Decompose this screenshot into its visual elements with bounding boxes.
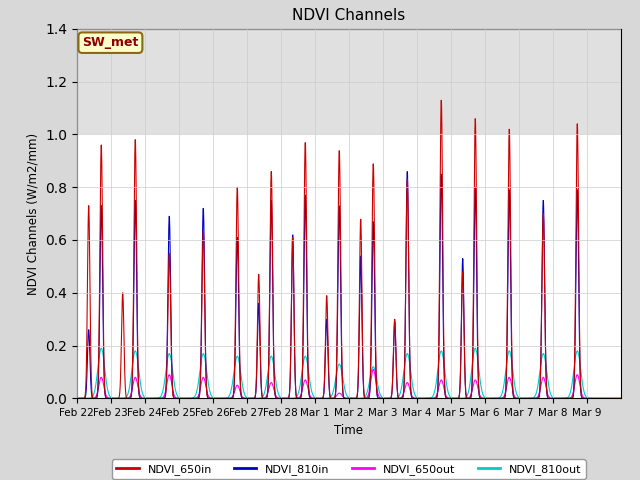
NDVI_810out [617, 396, 625, 401]
NDVI_810out [419, 396, 426, 401]
NDVI_810out [534, 383, 541, 389]
Line: NDVI_810in: NDVI_810in [77, 172, 621, 398]
NDVI_810out [73, 396, 81, 401]
NDVI_650in [501, 393, 509, 398]
NDVI_650out [501, 390, 509, 396]
NDVI_650in [617, 396, 625, 401]
Title: NDVI Channels: NDVI Channels [292, 9, 405, 24]
NDVI_810in [419, 396, 426, 401]
NDVI_650out [534, 394, 541, 399]
X-axis label: Time: Time [334, 424, 364, 437]
NDVI_810out [501, 372, 509, 378]
NDVI_650out [184, 396, 192, 401]
NDVI_650out [73, 396, 81, 401]
NDVI_810out [184, 396, 192, 401]
NDVI_650in [184, 396, 192, 401]
NDVI_650out [369, 367, 377, 372]
NDVI_810in [403, 169, 411, 175]
NDVI_650in [419, 396, 426, 401]
NDVI_810in [467, 395, 474, 401]
NDVI_650in [437, 97, 445, 103]
NDVI_810in [184, 396, 192, 401]
NDVI_810out [97, 346, 105, 351]
NDVI_650in [73, 396, 81, 401]
NDVI_810in [73, 396, 81, 401]
NDVI_810out [611, 396, 619, 401]
Line: NDVI_650out: NDVI_650out [77, 370, 621, 398]
NDVI_650out [617, 396, 625, 401]
NDVI_650out [467, 393, 474, 398]
Line: NDVI_650in: NDVI_650in [77, 100, 621, 398]
NDVI_650out [611, 396, 619, 401]
Y-axis label: NDVI Channels (W/m2/mm): NDVI Channels (W/m2/mm) [26, 132, 40, 295]
NDVI_650in [534, 396, 541, 401]
NDVI_810in [501, 394, 509, 399]
NDVI_810out [467, 377, 474, 383]
NDVI_810in [534, 396, 541, 401]
Line: NDVI_810out: NDVI_810out [77, 348, 621, 398]
Legend: NDVI_650in, NDVI_810in, NDVI_650out, NDVI_810out: NDVI_650in, NDVI_810in, NDVI_650out, NDV… [112, 459, 586, 479]
NDVI_650out [419, 396, 426, 401]
NDVI_650in [467, 395, 474, 401]
NDVI_810in [617, 396, 625, 401]
NDVI_650in [611, 396, 619, 401]
Bar [77, 29, 621, 134]
Text: SW_met: SW_met [82, 36, 139, 49]
NDVI_810in [611, 396, 619, 401]
